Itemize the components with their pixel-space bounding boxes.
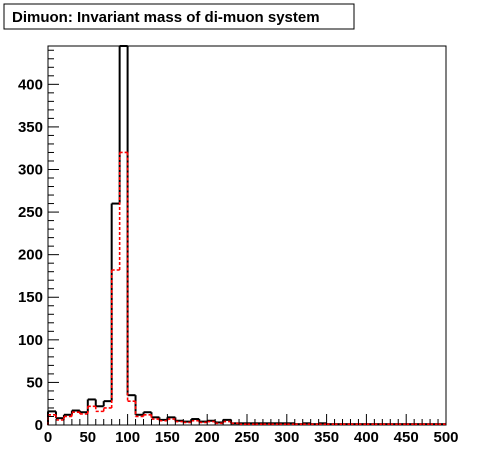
x-tick-label: 100 bbox=[115, 429, 140, 446]
x-tick-label: 150 bbox=[155, 429, 180, 446]
x-tick-label: 50 bbox=[79, 429, 96, 446]
y-tick-label: 50 bbox=[26, 374, 43, 391]
y-tick-label: 0 bbox=[35, 417, 43, 434]
x-tick-label: 0 bbox=[44, 429, 52, 446]
plot-frame bbox=[47, 45, 447, 426]
y-tick-label: 150 bbox=[18, 289, 43, 306]
y-tick-label: 200 bbox=[18, 247, 43, 264]
x-tick-label: 250 bbox=[234, 429, 259, 446]
x-tick-label: 400 bbox=[354, 429, 379, 446]
series-solid bbox=[47, 45, 446, 426]
x-tick-label: 200 bbox=[195, 429, 220, 446]
chart-title: Dimuon: Invariant mass of di-muon system bbox=[12, 9, 320, 26]
series-dashed bbox=[47, 151, 446, 425]
x-tick-label: 450 bbox=[394, 429, 419, 446]
y-tick-label: 300 bbox=[18, 161, 43, 178]
plot-area: 0 50 100 150 200 250 300 350 400 450 500 0 50 100 150… bbox=[18, 45, 459, 446]
x-axis: 0 50 100 150 200 250 300 350 400 450 500 bbox=[44, 414, 459, 446]
title-box bbox=[3, 3, 355, 30]
y-tick-label: 250 bbox=[18, 204, 43, 221]
y-tick-label: 100 bbox=[18, 332, 43, 349]
x-tick-label: 300 bbox=[274, 429, 299, 446]
y-tick-label: 400 bbox=[18, 76, 43, 93]
histogram-layer bbox=[47, 45, 446, 426]
y-tick-label: 350 bbox=[18, 119, 43, 136]
x-tick-label: 500 bbox=[433, 429, 458, 446]
x-tick-label: 350 bbox=[314, 429, 339, 446]
y-axis: 0 50 100 150 200 250 300 350 400 bbox=[18, 49, 59, 434]
title-box-group: Dimuon: Invariant mass of di-muon system bbox=[3, 3, 355, 30]
